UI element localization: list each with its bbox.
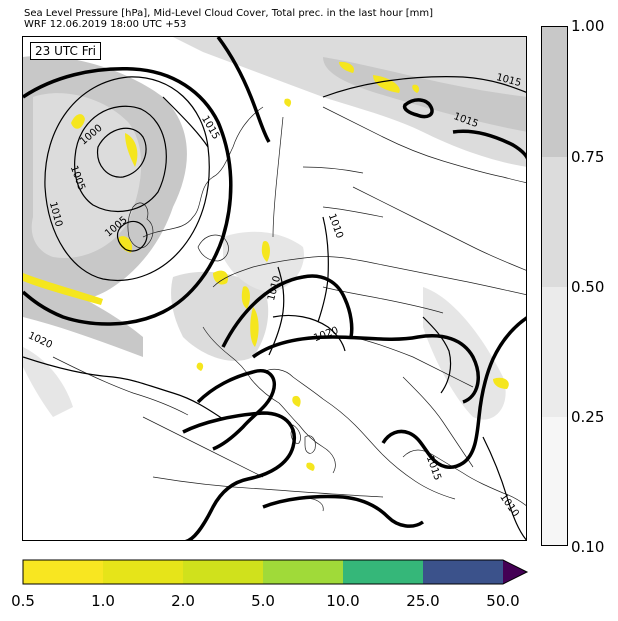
precip-patch [493, 377, 509, 389]
precip-tick-label: 0.5 [11, 592, 35, 610]
precip-patch [196, 362, 204, 371]
isobar-thick-small-high [402, 98, 434, 119]
precip-patch [284, 98, 292, 107]
cloud-area-north [173, 37, 526, 167]
isobars-thin [23, 76, 526, 540]
precip-band [23, 273, 103, 305]
isobar-thick-ligurian [196, 369, 276, 451]
precip-patch [125, 133, 138, 167]
coastlines-borders [52, 106, 526, 512]
precip-tick-label: 25.0 [406, 592, 440, 610]
cloud-tick-label: 0.10 [571, 538, 605, 556]
isobar-label: 1020 [312, 325, 340, 344]
cloud-area-low-core [31, 93, 142, 258]
isobar-label: 1015 [424, 454, 443, 482]
chart-title: Sea Level Pressure [hPa], Mid-Level Clou… [24, 8, 434, 19]
colorbar-segment [542, 287, 567, 417]
isobar-thick-baltic [452, 129, 526, 160]
precip-colorbar-segment [23, 560, 103, 584]
precip-patch [118, 236, 133, 253]
precip-patch [339, 61, 355, 73]
isobar-1020-east [272, 314, 346, 352]
isobar-1005 [74, 105, 167, 213]
isobar-label: 1010 [326, 212, 345, 240]
isobar-thick-north [216, 37, 271, 143]
cloud-tick-label: 0.25 [571, 408, 605, 426]
isobar-inner [422, 316, 452, 394]
isobar-label: 1015 [199, 114, 221, 142]
precip-patch [261, 241, 270, 262]
isobar-1010-central [268, 266, 285, 356]
precip-tick-label: 50.0 [486, 592, 520, 610]
isobar-thick-balkans [381, 316, 526, 469]
precip-colorbar-segment [183, 560, 263, 584]
isobar-1015-central [317, 216, 329, 323]
isobar-label: 1020 [26, 330, 54, 351]
weather-map: 1000 1005 1010 1005 1015 1015 1015 1010 … [22, 36, 527, 541]
precip-patch [412, 84, 420, 93]
isobar-1020 [23, 356, 224, 420]
cloud-tick-label: 1.00 [571, 17, 605, 35]
cloud-area-iberia [23, 347, 73, 417]
cloud-cover-colorbar [541, 26, 568, 546]
cloud-tick-label: 0.75 [571, 148, 605, 166]
precipitation-layer [23, 61, 509, 471]
isobar-1015-north [322, 76, 526, 98]
isobar-1010 [44, 76, 210, 281]
isobar-thick-south [262, 494, 425, 528]
isobar-1000 [96, 127, 147, 178]
precip-patch [250, 307, 259, 347]
precip-tick-label: 5.0 [251, 592, 275, 610]
precipitation-colorbar [22, 559, 529, 585]
precip-colorbar-segment [103, 560, 183, 584]
precip-patch [241, 286, 250, 309]
model-run-info: WRF 12.06.2019 18:00 UTC +53 [24, 19, 187, 30]
precip-colorbar-segment [503, 560, 527, 584]
isobar-label: 1010 [497, 492, 521, 519]
isobars-thick [23, 37, 526, 540]
precip-tick-label: 10.0 [326, 592, 360, 610]
cloud-area-benelux [223, 231, 304, 292]
colorbar-segment [542, 27, 567, 157]
isobar-1005-secondary [116, 220, 148, 252]
precip-tick-label: 1.0 [91, 592, 115, 610]
precip-patch [292, 395, 301, 407]
isobar-thick-tyrrhenian [182, 411, 296, 540]
precip-colorbar-segment [423, 560, 503, 584]
precip-colorbar-segment [343, 560, 423, 584]
map-canvas: 1000 1005 1010 1005 1015 1015 1015 1010 … [23, 37, 526, 540]
precip-patch [71, 114, 85, 129]
precip-patch [306, 462, 315, 471]
isobar-1010-southeast [482, 436, 526, 540]
colorbar-segment [542, 417, 567, 545]
colorbar-segment [542, 157, 567, 287]
cloud-cover-layer [23, 37, 526, 420]
isobar-1015-west [162, 96, 209, 148]
isobar-thick-alps [251, 334, 480, 404]
isobar-thick-central [221, 274, 354, 348]
cloud-tick-label: 0.50 [571, 278, 605, 296]
precip-colorbar-segment [263, 560, 343, 584]
valid-time-label: 23 UTC Fri [30, 42, 101, 60]
precip-tick-label: 2.0 [171, 592, 195, 610]
precip-patch [373, 75, 400, 93]
precip-patch [213, 270, 229, 285]
isobar-1015-thick [23, 67, 233, 326]
